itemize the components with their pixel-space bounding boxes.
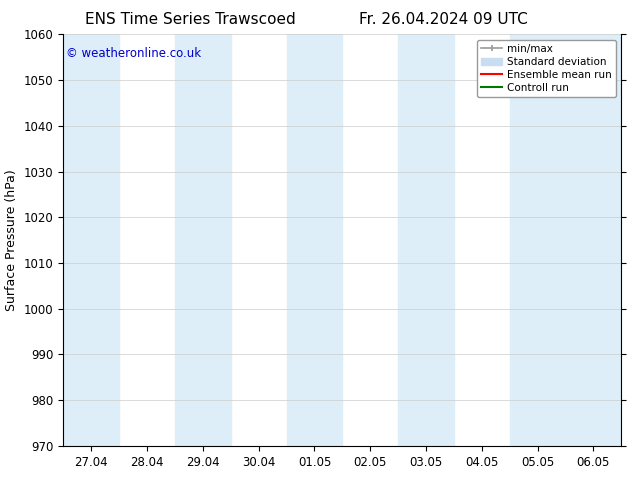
Bar bbox=[287, 34, 342, 446]
Bar bbox=[398, 34, 454, 446]
Bar bbox=[63, 34, 119, 446]
Bar bbox=[566, 34, 621, 446]
Text: ENS Time Series Trawscoed: ENS Time Series Trawscoed bbox=[85, 12, 295, 27]
Bar bbox=[510, 34, 566, 446]
Text: Fr. 26.04.2024 09 UTC: Fr. 26.04.2024 09 UTC bbox=[359, 12, 528, 27]
Text: © weatheronline.co.uk: © weatheronline.co.uk bbox=[66, 47, 202, 60]
Y-axis label: Surface Pressure (hPa): Surface Pressure (hPa) bbox=[5, 169, 18, 311]
Bar bbox=[175, 34, 231, 446]
Legend: min/max, Standard deviation, Ensemble mean run, Controll run: min/max, Standard deviation, Ensemble me… bbox=[477, 40, 616, 97]
